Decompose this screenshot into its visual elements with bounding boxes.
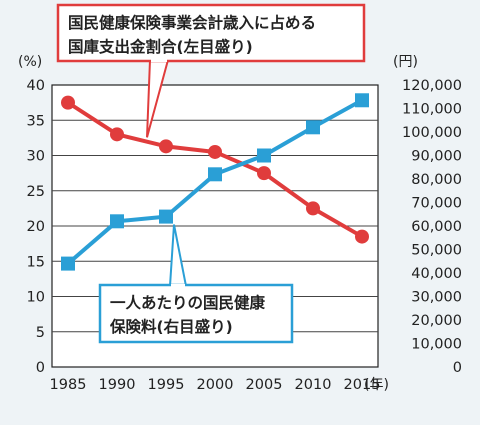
data-point-circle <box>355 229 369 244</box>
x-axis-ticks: 1985 1990 1995 2000 2005 2010 2015 <box>50 377 381 393</box>
data-point-square <box>159 209 173 224</box>
blue-series-label-line1: 一人あたりの国民健康 <box>110 293 266 312</box>
left-tick-label: 0 <box>36 360 45 376</box>
right-tick-label: 30,000 <box>411 290 462 306</box>
right-axis-unit: (円) <box>393 54 418 70</box>
right-tick-label: 120,000 <box>402 78 462 94</box>
right-axis-ticks: 0 10,000 20,000 30,000 40,000 50,000 60,000 70,… <box>402 78 462 376</box>
x-tick-label: 1995 <box>148 377 185 393</box>
x-tick-label: 1990 <box>99 377 136 393</box>
x-tick-label: 2015 <box>344 377 381 393</box>
left-tick-label: 40 <box>27 78 45 94</box>
data-point-square <box>208 167 222 182</box>
right-tick-label: 110,000 <box>402 102 462 118</box>
data-point-square <box>355 93 369 108</box>
left-tick-label: 20 <box>27 219 45 235</box>
data-point-circle <box>159 139 173 154</box>
red-series-label-line2: 国庫支出金割合(左目盛り) <box>68 37 253 56</box>
x-tick-label: 1985 <box>50 377 87 393</box>
data-point-circle <box>208 144 222 159</box>
right-tick-label: 100,000 <box>402 125 462 141</box>
right-tick-label: 50,000 <box>411 243 462 259</box>
series-group <box>61 93 369 271</box>
right-tick-label: 0 <box>453 360 462 376</box>
right-tick-label: 20,000 <box>411 313 462 329</box>
x-tick-label: 2000 <box>197 377 234 393</box>
data-point-circle <box>110 127 124 142</box>
red-series-label-box <box>56 3 366 63</box>
data-point-square <box>257 148 271 163</box>
left-tick-label: 15 <box>27 254 45 270</box>
data-point-square <box>61 256 75 271</box>
left-tick-label: 25 <box>27 184 45 200</box>
right-tick-label: 80,000 <box>411 172 462 188</box>
red-series-label-pointer-joint <box>151 58 167 62</box>
data-point-circle <box>61 95 75 110</box>
right-tick-label: 10,000 <box>411 337 462 353</box>
blue-series-label-line2: 保険料(右目盛り) <box>109 317 233 336</box>
red-series-label-line1: 国民健康保険事業会計歳入に占める <box>68 13 316 32</box>
left-axis-ticks: 0 5 10 15 20 25 30 35 40 <box>27 78 45 376</box>
x-tick-label: 2005 <box>246 377 283 393</box>
data-point-square <box>110 214 124 229</box>
x-axis-unit: (年) <box>364 377 389 393</box>
left-tick-label: 10 <box>27 290 45 306</box>
right-tick-label: 60,000 <box>411 219 462 235</box>
data-point-circle <box>257 166 271 181</box>
data-point-square <box>306 120 320 135</box>
left-axis-unit: (%) <box>18 54 42 70</box>
data-point-circle <box>306 201 320 216</box>
right-tick-label: 70,000 <box>411 196 462 212</box>
left-tick-label: 5 <box>36 325 45 341</box>
blue-series-label-box <box>98 283 294 344</box>
left-tick-label: 35 <box>27 113 45 129</box>
right-tick-label: 40,000 <box>411 266 462 282</box>
blue-series-label-pointer-joint <box>171 284 185 288</box>
left-tick-label: 30 <box>27 149 45 165</box>
right-tick-label: 90,000 <box>411 149 462 165</box>
x-tick-label: 2010 <box>295 377 332 393</box>
